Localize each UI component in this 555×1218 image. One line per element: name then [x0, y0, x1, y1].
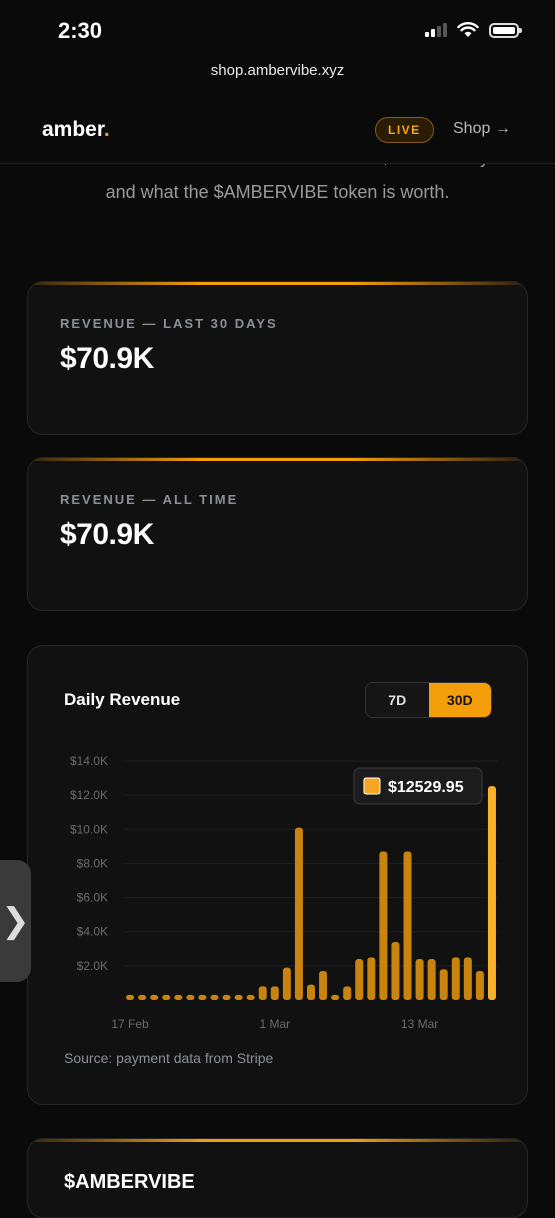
bar: [391, 941, 400, 1000]
battery-icon: [489, 22, 522, 38]
bar: [246, 994, 255, 1000]
bar: [487, 786, 496, 1000]
y-tick-label: $8.0K: [77, 856, 108, 870]
intro-line-2: and what the $AMBERVIBE token is worth.: [105, 182, 450, 202]
bar: [270, 986, 279, 1000]
daily-revenue-card: Daily Revenue 7D 30D $2.0K $4.0K $6.0K $8.0…: [27, 645, 528, 1105]
bar: [343, 986, 352, 1000]
bar: [162, 994, 171, 1000]
logo[interactable]: amber.: [42, 118, 110, 142]
token-card: $AMBERVIBE: [27, 1138, 528, 1218]
bar: [403, 851, 412, 1000]
y-tick-label: $4.0K: [77, 925, 108, 939]
bar: [282, 967, 291, 1000]
stat-label: REVENUE — LAST 30 DAYS: [60, 316, 278, 331]
top-nav: amber. LIVE Shop →: [0, 104, 555, 164]
y-tick-label: $14.0K: [70, 754, 108, 768]
logo-text: amber: [42, 118, 104, 141]
bar: [307, 984, 315, 1000]
tooltip-value: $12529.95: [388, 779, 464, 796]
logo-dot: .: [103, 118, 110, 141]
bar: [439, 969, 448, 1000]
bar: [294, 827, 303, 1000]
range-toggle: 7D 30D: [365, 682, 492, 718]
bar: [355, 959, 364, 1000]
revenue-all-time-card: REVENUE — ALL TIME $70.9K: [27, 457, 528, 611]
stat-value: $70.9K: [60, 342, 154, 375]
bar: [451, 957, 460, 1000]
stat-value: $70.9K: [60, 518, 154, 551]
bar: [258, 986, 267, 1000]
bar: [475, 970, 484, 1000]
live-badge: LIVE: [375, 117, 434, 143]
y-tick-label: $6.0K: [77, 891, 108, 905]
side-panel-handle[interactable]: ❯: [0, 860, 31, 982]
x-tick-label: 13 Mar: [401, 1017, 438, 1031]
chart-source: Source: payment data from Stripe: [64, 1050, 274, 1066]
bar: [186, 994, 195, 1000]
stat-label: REVENUE — ALL TIME: [60, 492, 239, 507]
status-icons: [425, 22, 522, 38]
bar: [331, 994, 340, 1000]
bar: [234, 994, 243, 1000]
range-7d-button[interactable]: 7D: [366, 683, 429, 717]
x-tick-label: 1 Mar: [259, 1017, 290, 1031]
y-tick-label: $12.0K: [70, 788, 108, 802]
bar: [222, 994, 231, 1000]
x-tick-label: 17 Feb: [111, 1017, 149, 1031]
y-tick-label: $10.0K: [70, 822, 108, 836]
url-bar[interactable]: shop.ambervibe.xyz: [210, 62, 345, 79]
token-title: $AMBERVIBE: [64, 1171, 195, 1193]
daily-revenue-chart: $2.0K $4.0K $6.0K $8.0K $10.0K $12.0K $14.0K 17…: [70, 754, 498, 1031]
chart-title: Daily Revenue: [64, 690, 181, 709]
shop-link[interactable]: Shop →: [453, 120, 511, 137]
chevron-right-icon: ❯: [1, 902, 30, 940]
status-bar: 2:30: [0, 0, 555, 52]
bar: [367, 957, 376, 1000]
y-tick-label: $2.0K: [77, 959, 108, 973]
signal-icon: [425, 23, 447, 37]
bar: [415, 959, 424, 1000]
status-time: 2:30: [58, 18, 103, 43]
bar: [150, 994, 159, 1000]
revenue-30d-card: REVENUE — LAST 30 DAYS $70.9K: [27, 281, 528, 435]
bar: [138, 994, 147, 1000]
bar: [427, 959, 436, 1000]
bar: [198, 994, 207, 1000]
chart-tooltip: [353, 767, 483, 805]
bar: [463, 957, 472, 1000]
bar: [379, 851, 388, 1000]
bar: [319, 970, 328, 1000]
bar: [174, 994, 183, 1000]
bar: [210, 994, 219, 1000]
range-30d-button[interactable]: 30D: [428, 683, 491, 717]
tooltip-swatch: [363, 777, 381, 795]
wifi-icon: [457, 22, 479, 37]
bar: [126, 994, 135, 1000]
